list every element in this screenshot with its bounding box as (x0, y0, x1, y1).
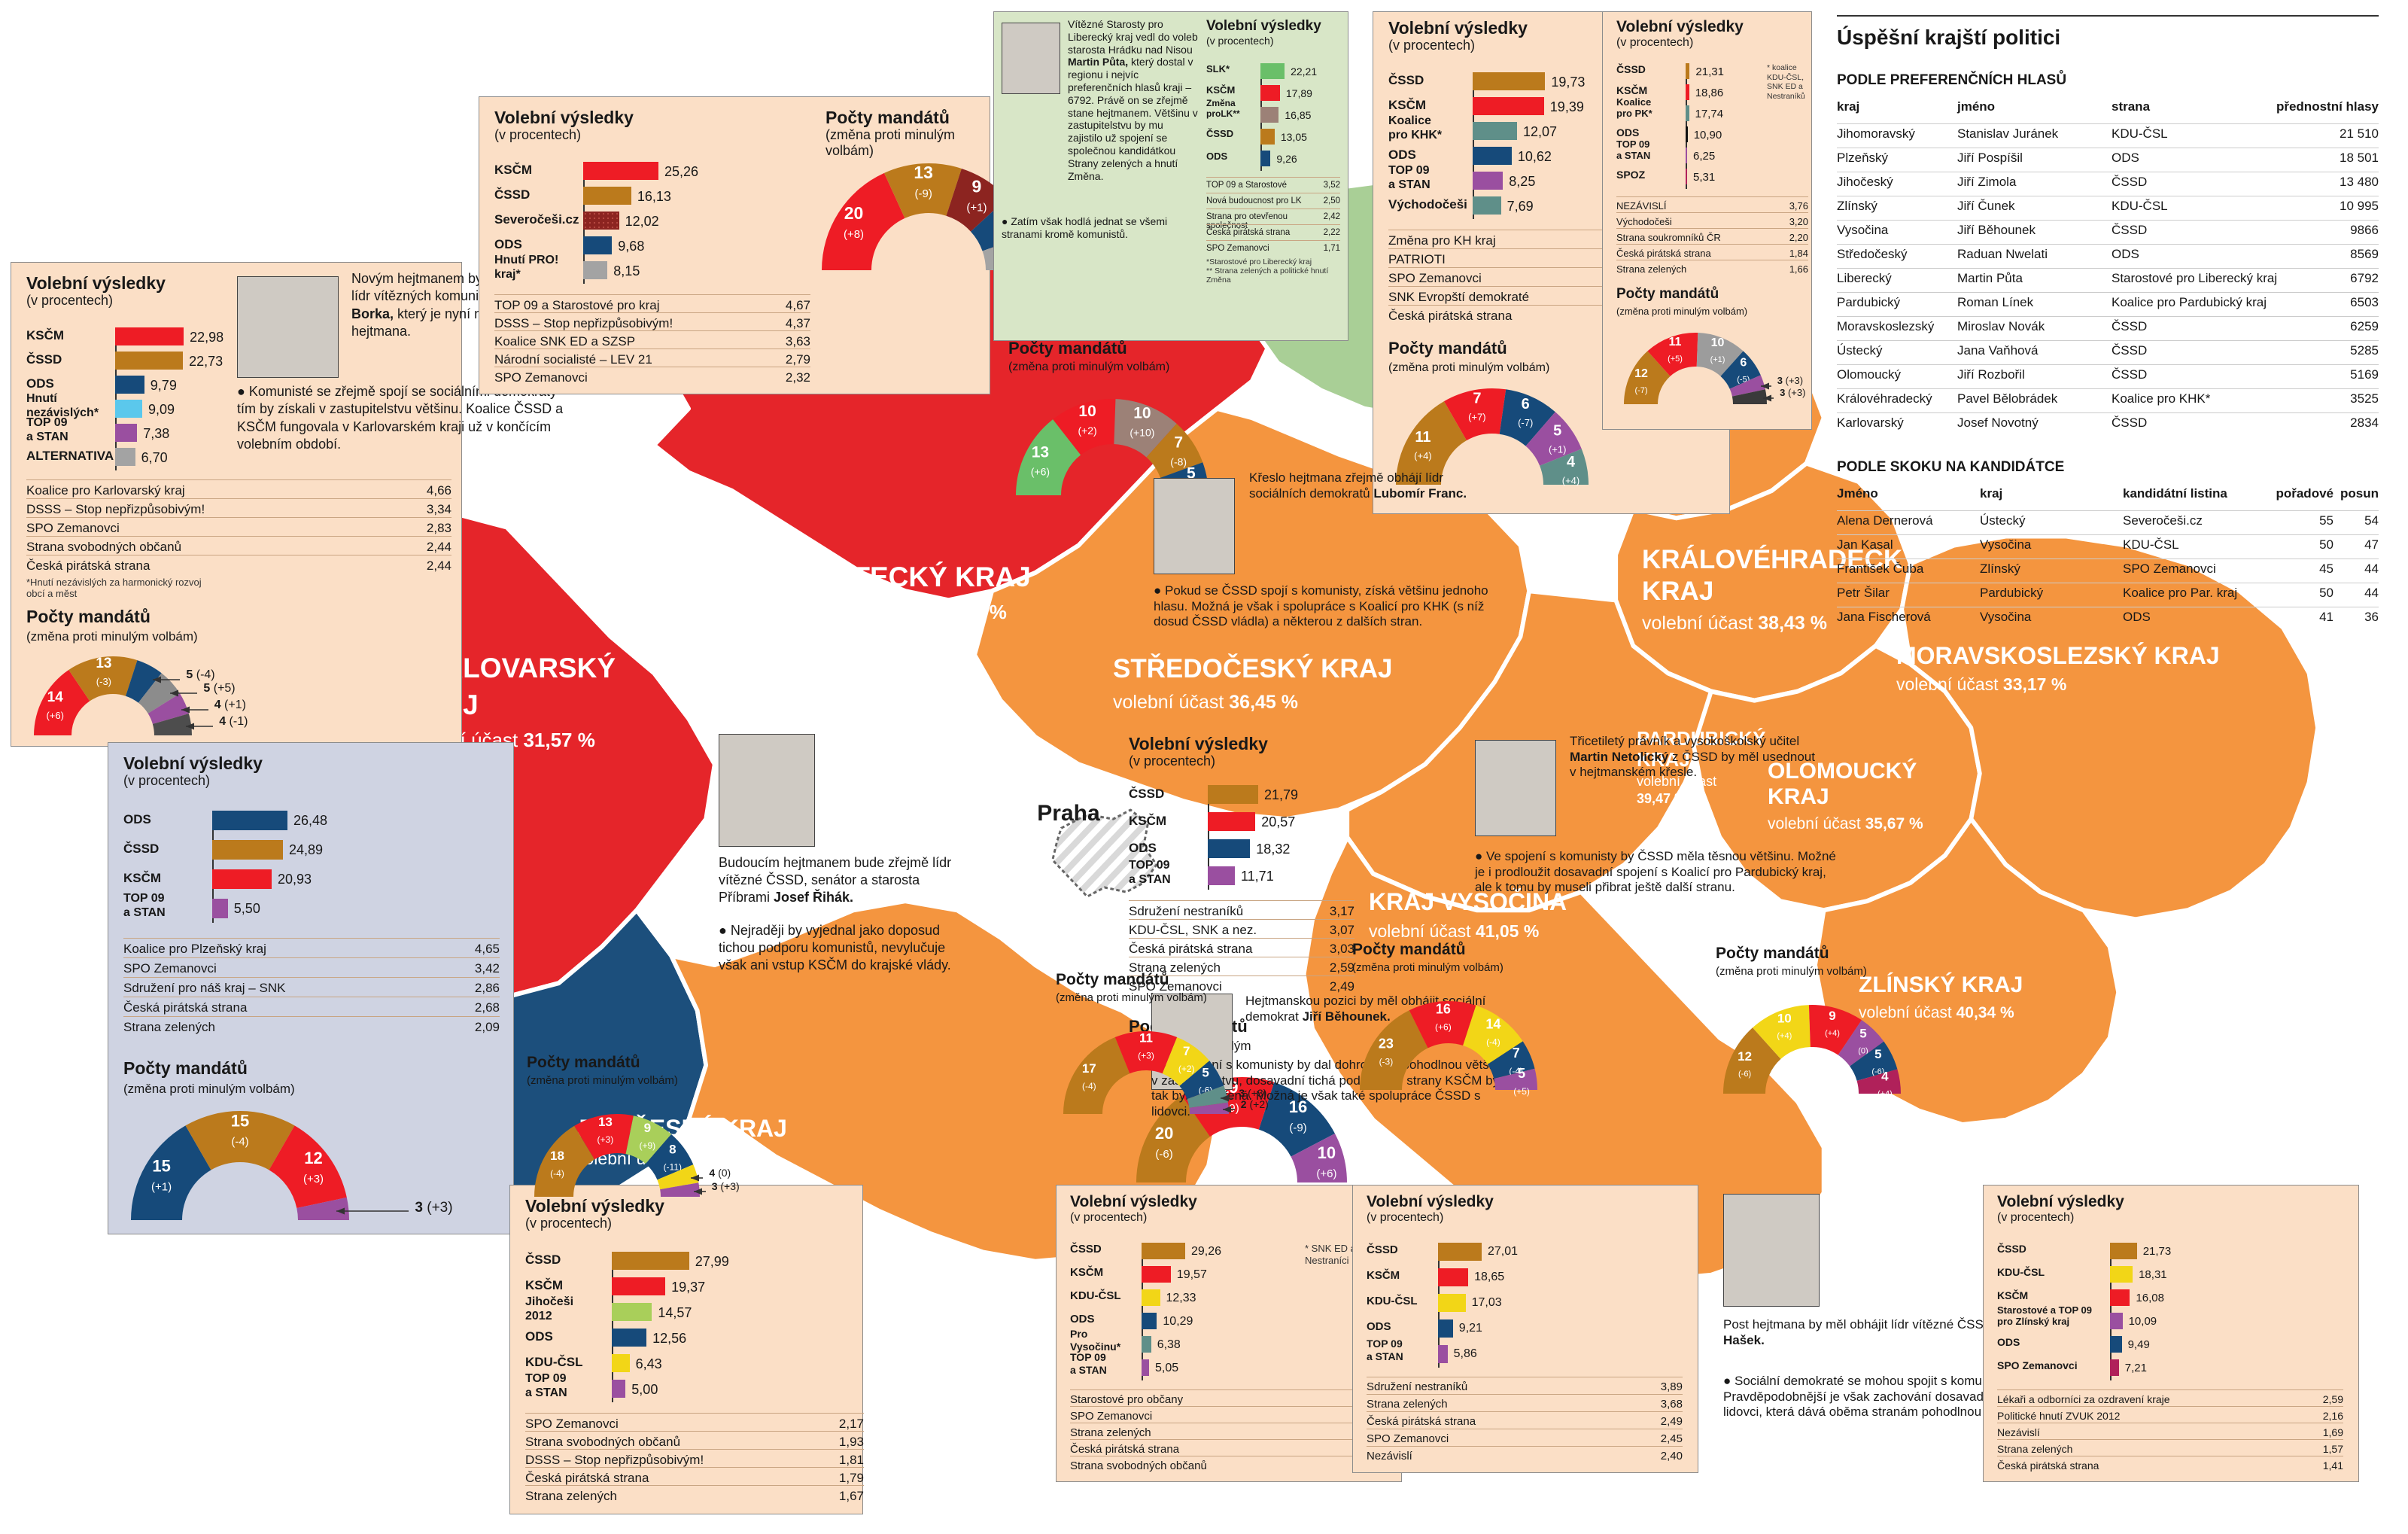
svg-text:(+6): (+6) (1435, 1021, 1452, 1032)
svg-text:volební účast 35,67 %: volební účast 35,67 % (1768, 815, 1923, 832)
svg-text:KRAJ: KRAJ (1642, 577, 1713, 606)
svg-text:10: 10 (1777, 1011, 1792, 1025)
svg-text:(-9): (-9) (915, 187, 932, 200)
svg-text:11: 11 (1415, 429, 1431, 446)
svg-text:(+1): (+1) (1710, 355, 1725, 364)
svg-text:MORAVSKOSLEZSKÝ KRAJ: MORAVSKOSLEZSKÝ KRAJ (1896, 642, 2220, 669)
svg-text:9: 9 (972, 177, 982, 196)
svg-text:4: 4 (1567, 454, 1576, 470)
svg-text:13: 13 (96, 656, 111, 671)
svg-text:(+4): (+4) (1777, 1031, 1792, 1040)
svg-text:(+4): (+4) (1414, 450, 1431, 461)
svg-text:10: 10 (1133, 404, 1151, 422)
svg-text:(+10): (+10) (1130, 426, 1154, 438)
svg-text:(-9): (-9) (1289, 1122, 1306, 1134)
svg-text:5: 5 (1518, 1066, 1525, 1081)
svg-text:23: 23 (1379, 1036, 1394, 1051)
svg-text:5: 5 (1874, 1047, 1881, 1061)
svg-text:11: 11 (1669, 336, 1682, 348)
svg-text:10: 10 (1711, 336, 1725, 349)
svg-text:volební účast 36,45 %: volební účast 36,45 % (1113, 692, 1298, 713)
svg-text:8: 8 (669, 1142, 676, 1156)
svg-text:5: 5 (1553, 422, 1561, 439)
svg-text:volební účast 38,43 %: volební účast 38,43 % (1642, 613, 1827, 634)
svg-text:(+5): (+5) (1513, 1086, 1530, 1097)
svg-text:(+5): (+5) (1668, 355, 1683, 364)
svg-text:(+4): (+4) (1562, 475, 1579, 486)
svg-text:(+9): (+9) (639, 1140, 655, 1151)
svg-text:6: 6 (1740, 357, 1747, 370)
svg-text:(-6): (-6) (1738, 1070, 1751, 1079)
svg-text:14: 14 (47, 689, 64, 705)
svg-text:(+6): (+6) (46, 710, 63, 721)
svg-text:12: 12 (1634, 367, 1648, 380)
svg-text:10: 10 (1078, 403, 1096, 420)
svg-text:STŘEDOČESKÝ KRAJ: STŘEDOČESKÝ KRAJ (1113, 653, 1392, 683)
svg-text:16: 16 (1436, 1001, 1451, 1016)
svg-text:(+4): (+4) (1877, 1089, 1893, 1098)
svg-text:(-7): (-7) (1518, 417, 1533, 428)
svg-text:13: 13 (1032, 443, 1049, 461)
svg-text:volební účast 41,05 %: volební účast 41,05 % (1369, 921, 1539, 941)
svg-text:18: 18 (550, 1149, 564, 1163)
svg-text:(-7): (-7) (1634, 386, 1647, 395)
svg-text:(-3): (-3) (96, 676, 111, 687)
svg-text:(-4): (-4) (1082, 1081, 1096, 1091)
svg-text:(+3): (+3) (303, 1173, 324, 1186)
svg-text:10: 10 (1318, 1143, 1336, 1162)
svg-text:9: 9 (1829, 1009, 1835, 1023)
svg-text:20: 20 (844, 203, 864, 223)
svg-text:(+2): (+2) (1178, 1064, 1195, 1074)
svg-text:Praha: Praha (1037, 801, 1100, 826)
svg-text:volební účast 33,94 %: volební účast 33,94 % (814, 601, 1007, 623)
svg-text:(-8): (-8) (1170, 456, 1187, 468)
svg-text:(+3): (+3) (597, 1134, 614, 1145)
svg-text:7: 7 (1473, 391, 1481, 407)
svg-text:39,47 %: 39,47 % (1637, 791, 1686, 806)
svg-text:(+6): (+6) (1031, 465, 1050, 477)
svg-text:6: 6 (1522, 396, 1530, 412)
svg-text:9: 9 (644, 1121, 651, 1135)
svg-text:(+4): (+4) (1825, 1029, 1840, 1038)
svg-text:(+1): (+1) (966, 202, 987, 215)
svg-text:(+1): (+1) (1549, 443, 1566, 455)
svg-text:14: 14 (1485, 1016, 1500, 1031)
svg-text:(-4): (-4) (231, 1136, 248, 1149)
svg-text:7: 7 (1174, 434, 1183, 452)
svg-text:(-3): (-3) (1379, 1056, 1394, 1067)
svg-text:volební účast 33,17 %: volební účast 33,17 % (1896, 674, 2066, 694)
svg-text:12: 12 (304, 1149, 322, 1167)
svg-text:7: 7 (1513, 1045, 1520, 1061)
svg-text:ÚSTECKÝ KRAJ: ÚSTECKÝ KRAJ (814, 561, 1031, 592)
svg-text:13: 13 (914, 163, 933, 182)
svg-text:15: 15 (231, 1112, 249, 1131)
svg-text:(+2): (+2) (1078, 425, 1096, 437)
svg-text:7: 7 (1183, 1044, 1190, 1058)
svg-text:(-4): (-4) (550, 1168, 564, 1179)
svg-text:4: 4 (1881, 1069, 1889, 1083)
svg-text:(+1): (+1) (151, 1181, 172, 1194)
svg-text:12: 12 (1738, 1049, 1752, 1064)
svg-text:13: 13 (598, 1115, 613, 1129)
svg-text:5: 5 (1202, 1065, 1209, 1079)
svg-text:15: 15 (152, 1157, 170, 1176)
svg-text:(+3): (+3) (1138, 1051, 1154, 1061)
svg-text:(+6): (+6) (1316, 1167, 1336, 1180)
svg-text:11: 11 (1139, 1031, 1153, 1045)
svg-text:5: 5 (1859, 1027, 1866, 1041)
svg-text:17: 17 (1082, 1061, 1096, 1076)
svg-text:(+8): (+8) (844, 228, 864, 241)
svg-text:KRAJ: KRAJ (1768, 784, 1829, 809)
svg-text:(-4): (-4) (1486, 1036, 1500, 1047)
svg-text:(+7): (+7) (1468, 412, 1485, 423)
